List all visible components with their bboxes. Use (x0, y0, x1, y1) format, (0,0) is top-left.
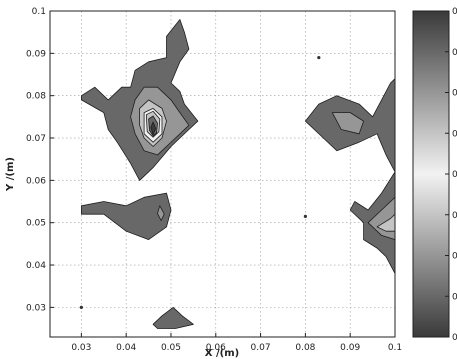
colorbar-tick-label: 0.7 (452, 89, 457, 99)
colorbar-tick-label: 0.1 (452, 333, 457, 343)
x-axis-label: X /(m) (205, 348, 239, 359)
colorbar-tick-label: 0.6 (452, 129, 457, 139)
y-axis-label: Y /(m) (5, 157, 16, 192)
contour-dots (79, 55, 321, 309)
x-tick-label: 0.03 (71, 343, 91, 353)
lower-left-blob (157, 205, 165, 222)
bottom-blob (152, 306, 194, 329)
central-peak-region (150, 121, 157, 136)
right-upper-blob (331, 112, 365, 135)
colorbar (412, 10, 450, 338)
contour-dot (79, 305, 83, 309)
x-tick-label: 0.07 (251, 343, 271, 353)
colorbar-tick-label: 0.8 (452, 48, 457, 58)
x-axis-ticks: 0.03 0.04 0.05 0.06 0.07 0.08 0.09 0.1 (71, 333, 402, 353)
y-tick-label: 0.1 (32, 7, 46, 17)
colorbar-tick-label: 0.5 (452, 170, 457, 180)
plot-background (50, 11, 395, 337)
x-tick-label: 0.1 (388, 343, 402, 353)
colorbar-tick-label: 0.4 (452, 211, 457, 221)
grid (50, 10, 396, 337)
contour-dot (303, 214, 307, 218)
colorbar-tick-label: 0.9 (452, 7, 457, 17)
colorbar-ticks: 0.9 0.8 0.7 0.6 0.5 0.4 0.3 0.2 0.1 (445, 7, 457, 343)
x-tick-label: 0.05 (161, 343, 181, 353)
x-tick-label: 0.09 (340, 343, 360, 353)
contour-dot (317, 55, 321, 60)
x-tick-label: 0.06 (206, 343, 226, 353)
y-tick-label: 0.03 (26, 303, 46, 313)
x-tick-label: 0.08 (295, 343, 315, 353)
right-lower-blob (376, 213, 395, 232)
x-tick-label: 0.04 (116, 343, 136, 353)
y-tick-label: 0.06 (26, 176, 46, 186)
y-tick-label: 0.08 (26, 92, 46, 102)
lower-left-blob (81, 192, 172, 241)
contour-regions (81, 19, 395, 329)
y-tick-label: 0.04 (26, 261, 46, 271)
y-tick-label: 0.05 (26, 219, 46, 229)
y-axis-ticks: 0.03 0.04 0.05 0.06 0.07 0.08 0.09 0.1 (26, 7, 54, 313)
colorbar-tick-label: 0.2 (452, 292, 457, 302)
plot-frame (49, 10, 396, 338)
y-tick-label: 0.09 (26, 49, 46, 59)
colorbar-tick-label: 0.3 (452, 252, 457, 262)
y-tick-label: 0.07 (26, 134, 46, 144)
